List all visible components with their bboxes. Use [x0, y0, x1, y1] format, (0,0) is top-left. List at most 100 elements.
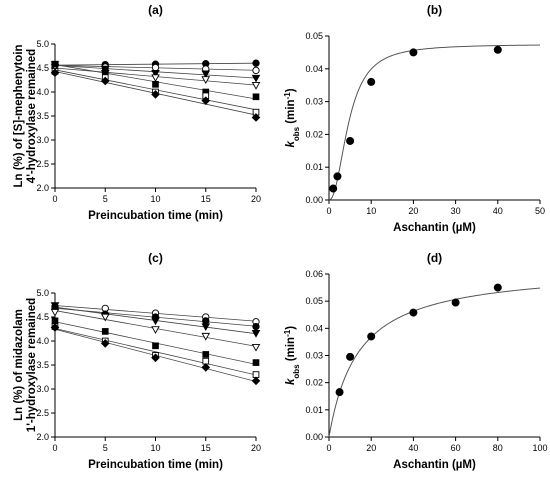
- y-tick-label: 3.0: [36, 384, 49, 394]
- data-point: [151, 317, 160, 326]
- data-point: [251, 376, 261, 386]
- y-tick-label: 2.5: [36, 159, 49, 169]
- fit-curve: [328, 287, 541, 438]
- y-tick-label: 0.03: [305, 351, 323, 361]
- y-axis-label-subscript: obs: [292, 126, 301, 141]
- panel-b: (b) 0 10 20 30 40 50 0.00 0.01 0.02 0.03 0.04 0.05 As…: [283, 3, 546, 234]
- data-point: [151, 70, 160, 78]
- data-point: [333, 172, 342, 181]
- x-tick-label: 10: [366, 206, 376, 216]
- data-point: [50, 68, 60, 78]
- y-tick-label: 0.02: [305, 378, 323, 388]
- data-point: [151, 326, 160, 334]
- panel-d: (d) 0 20 40 60 80 100 0.00 0.01 0.02 0.03 0.04 0.05 0…: [283, 251, 548, 471]
- x-tick-label: 80: [493, 443, 503, 453]
- x-axis-label: Preincubation time (min): [88, 210, 223, 222]
- y-axis-label-superscript: -1: [283, 329, 292, 337]
- data-point: [251, 113, 261, 122]
- data-point: [202, 317, 210, 325]
- data-point: [451, 298, 460, 307]
- x-tick-label: 15: [201, 194, 211, 204]
- data-point: [251, 343, 261, 352]
- data-point: [51, 60, 59, 68]
- y-tick-label: 0.01: [305, 405, 323, 415]
- y-axis-label-unit-close: ): [285, 88, 297, 92]
- x-tick-label: 30: [451, 206, 461, 216]
- y-tick-label: 0.05: [305, 296, 323, 306]
- data-point: [152, 80, 159, 88]
- data-point: [409, 308, 418, 317]
- data-point: [151, 90, 160, 99]
- data-point: [151, 74, 160, 83]
- data-point: [346, 352, 355, 361]
- y-tick-label: 0.03: [305, 97, 323, 107]
- y-tick-label: 3.5: [36, 111, 49, 121]
- data-point: [251, 330, 261, 338]
- y-tick-label: 0.04: [305, 64, 323, 74]
- y-tick-label: 2.0: [36, 183, 49, 193]
- panel-title: (b): [427, 3, 442, 17]
- y-tick-label: 0.05: [305, 31, 323, 41]
- x-tick-label: 0: [52, 194, 57, 204]
- x-tick-label: 5: [103, 194, 108, 204]
- data-point: [50, 323, 60, 332]
- y-tick-label: 3.5: [36, 360, 49, 370]
- data-point: [367, 332, 376, 341]
- y-axis-label-symbol: k: [285, 141, 297, 148]
- y-axis-label-symbol: k: [285, 378, 297, 385]
- data-point: [251, 74, 261, 83]
- y-axis-label-unit: (min: [285, 337, 297, 364]
- x-tick-label: 100: [532, 443, 547, 453]
- y-tick-label: 2.0: [36, 432, 49, 442]
- data-point: [201, 323, 211, 332]
- x-axis-label: Aschantin (µM): [393, 222, 476, 234]
- y-tick-label: 2.5: [36, 408, 49, 418]
- y-axis-label-line2: 4'-hydroxylase remained: [26, 49, 38, 183]
- data-point: [329, 184, 338, 193]
- data-point: [152, 342, 159, 350]
- x-tick-label: 20: [408, 206, 418, 216]
- panel-title: (d): [427, 251, 442, 265]
- data-point: [202, 351, 210, 358]
- y-tick-label: 4.5: [36, 312, 49, 322]
- data-point: [252, 93, 260, 101]
- x-tick-label: 10: [150, 443, 160, 453]
- data-point: [50, 302, 60, 310]
- y-tick-label: 4.5: [36, 63, 49, 73]
- panel-title: (a): [148, 3, 163, 17]
- data-point: [151, 353, 160, 363]
- x-axis-label: Aschantin (µM): [393, 459, 476, 471]
- data-point: [50, 308, 60, 317]
- y-axis-label: kobs (min-1): [283, 88, 301, 147]
- y-axis-label-subscript: obs: [292, 364, 301, 379]
- y-tick-label: 4.0: [36, 336, 49, 346]
- data-point: [493, 283, 502, 292]
- x-tick-label: 60: [451, 443, 461, 453]
- y-tick-label: 0.04: [305, 323, 323, 333]
- x-tick-label: 50: [535, 206, 545, 216]
- data-point: [100, 339, 110, 348]
- x-tick-label: 0: [326, 206, 331, 216]
- panel-c: (c) 0 5 10 15 20 2.0 2.5 3.0 3.5 4.0 4.5 5.0 Preincub…: [13, 251, 261, 471]
- data-point: [252, 322, 260, 331]
- y-axis-label-line2: 1'-hydroxylase remained: [26, 298, 38, 432]
- data-point: [201, 70, 211, 79]
- panel-a: (a) 0 5 10 15 20 2.0 2.5 3.0 3.5 4.0 4.5 5.0 Preincub…: [13, 3, 261, 222]
- data-point: [335, 388, 344, 397]
- y-tick-label: 5.0: [36, 288, 49, 298]
- data-point: [151, 63, 160, 72]
- y-tick-label: 0.01: [305, 162, 323, 172]
- x-tick-label: 40: [493, 206, 503, 216]
- data-point: [252, 359, 260, 366]
- y-axis-label: kobs (min-1): [283, 326, 301, 385]
- data-point: [252, 59, 260, 67]
- y-axis-label-unit-close: ): [285, 326, 297, 330]
- data-point: [252, 66, 260, 75]
- y-axis-label-line1: Ln (%) of midazolam: [13, 309, 25, 421]
- y-tick-label: 5.0: [36, 39, 49, 49]
- panel-title: (c): [148, 251, 163, 265]
- series-fit-line: [54, 328, 257, 376]
- x-tick-label: 40: [408, 443, 418, 453]
- data-point: [201, 96, 211, 105]
